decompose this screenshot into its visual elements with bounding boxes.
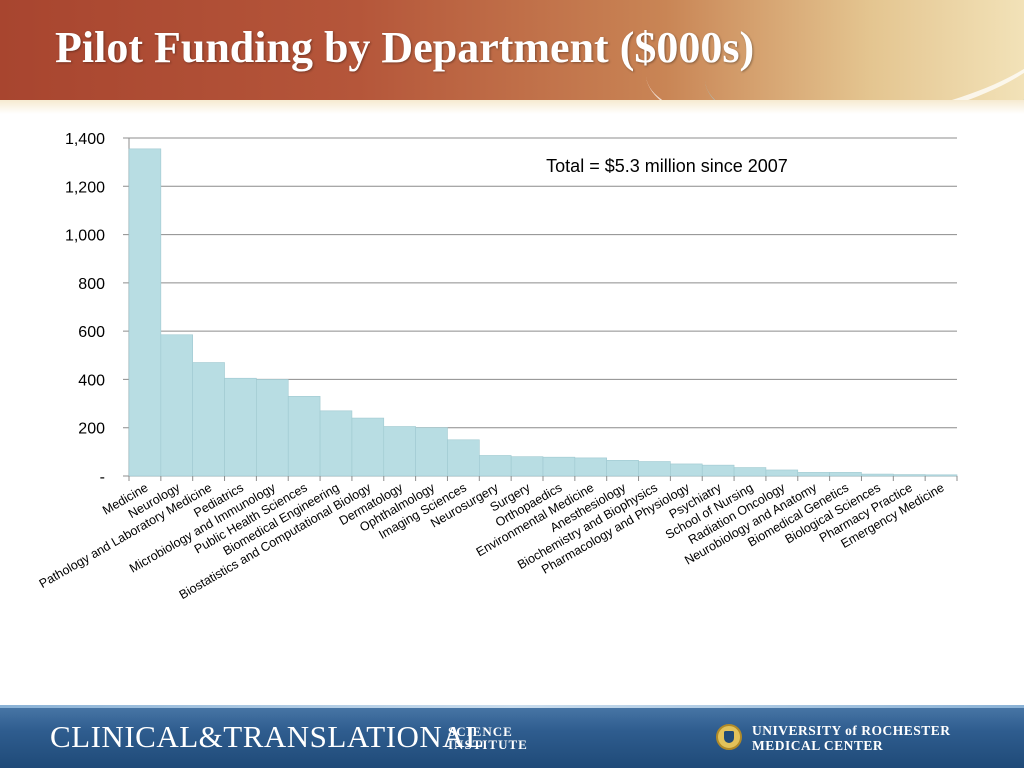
bar: [192, 362, 225, 477]
bar: [638, 461, 671, 477]
bar: [224, 377, 257, 477]
bar: [479, 455, 512, 477]
chart-annotation: Total = $5.3 million since 2007: [546, 156, 788, 176]
bar: [447, 439, 480, 477]
bar: [765, 469, 799, 477]
page-title: Pilot Funding by Department ($000s): [55, 23, 755, 72]
bar-chart: - 200 400 600 800 1,000 1,200 1,400 MedicineNeu…: [37, 131, 958, 602]
urmc-logo-text: UNIVERSITY of ROCHESTER MEDICAL CENTER: [752, 723, 951, 753]
ctsi-logo-text: CLINICAL&TRANSLATIONAL: [50, 719, 485, 754]
footer-topline: [0, 705, 1024, 708]
bar: [733, 467, 767, 477]
bar: [829, 472, 862, 477]
bar: [160, 334, 193, 477]
title-banner: Pilot Funding by Department ($000s): [0, 0, 1024, 100]
bar: [701, 464, 735, 477]
bar: [510, 456, 544, 477]
bar: [415, 427, 448, 477]
y-axis-ticks: - 200 400 600 800 1,000 1,200 1,400: [65, 131, 105, 486]
bar: [128, 148, 162, 477]
bar: [606, 460, 639, 477]
y-tick-label: 200: [78, 421, 105, 438]
bar: [383, 426, 416, 477]
bar: [924, 474, 958, 477]
bar: [256, 379, 289, 477]
bars: [128, 148, 958, 477]
bar: [542, 456, 576, 477]
banner-shadow: [0, 100, 1024, 114]
bar: [351, 417, 385, 477]
bar: [893, 474, 926, 477]
ctsi-logo-subtext: SCIENCE INSTITUTE: [448, 724, 528, 752]
bar: [287, 396, 321, 477]
y-tick-label: -: [100, 469, 105, 486]
bar: [319, 410, 353, 477]
footer-bar: CLINICAL&TRANSLATIONAL SCIENCE INSTITUTE…: [0, 705, 1024, 768]
y-tick-label: 1,400: [65, 131, 105, 148]
y-tick-label: 1,000: [65, 228, 105, 245]
bar: [797, 472, 830, 477]
bar: [670, 463, 703, 477]
y-tick-label: 1,200: [65, 179, 105, 196]
bar: [574, 457, 607, 477]
bar: [861, 473, 894, 477]
y-tick-label: 800: [78, 276, 105, 293]
y-tick-label: 600: [78, 324, 105, 341]
university-seal-icon: [716, 724, 742, 750]
y-tick-label: 400: [78, 372, 105, 389]
